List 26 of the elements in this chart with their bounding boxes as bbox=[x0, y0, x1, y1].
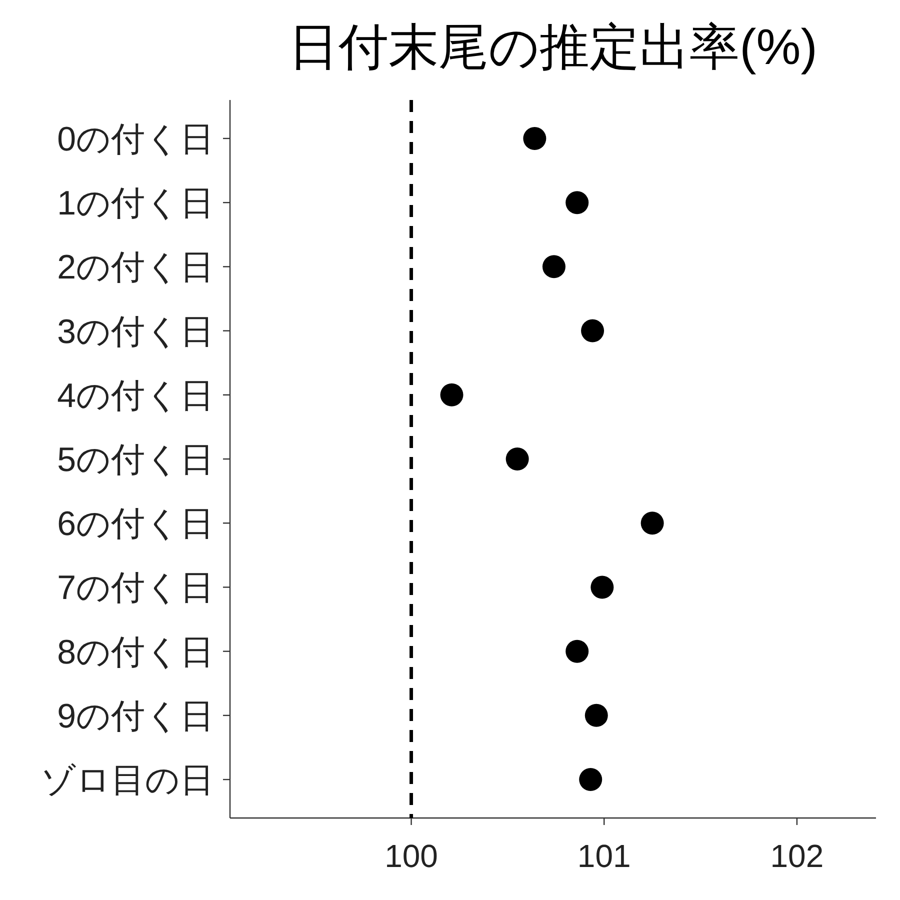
y-tick-label: ゾロ目の日 bbox=[41, 762, 214, 800]
point bbox=[542, 255, 566, 278]
y-tick-label: 6の付く日 bbox=[57, 505, 214, 544]
y-tick-label: 1の付く日 bbox=[57, 184, 214, 223]
point bbox=[590, 576, 614, 599]
point bbox=[581, 319, 604, 342]
point bbox=[566, 191, 589, 214]
y-tick-label: 3の付く日 bbox=[57, 312, 214, 351]
point bbox=[506, 448, 529, 470]
x-tick-label: 101 bbox=[577, 838, 631, 874]
point bbox=[640, 512, 664, 535]
y-tick-label: 9の付く日 bbox=[57, 697, 214, 736]
y-tick-label: 7の付く日 bbox=[57, 569, 214, 608]
y-tick-label: 2の付く日 bbox=[57, 248, 214, 287]
x-tick-label: 100 bbox=[384, 838, 438, 874]
y-tick-label: 5の付く日 bbox=[57, 441, 214, 479]
point bbox=[566, 640, 589, 663]
y-tick-label: 4の付く日 bbox=[57, 376, 214, 415]
y-tick-label: 8の付く日 bbox=[57, 633, 214, 672]
x-tick-label: 102 bbox=[770, 838, 824, 874]
point bbox=[579, 768, 602, 792]
chart-title: 日付末尾の推定出率(%) bbox=[288, 19, 818, 75]
point bbox=[523, 126, 546, 150]
y-tick-label: 0の付く日 bbox=[57, 120, 214, 158]
point bbox=[584, 704, 608, 727]
point bbox=[440, 383, 464, 406]
